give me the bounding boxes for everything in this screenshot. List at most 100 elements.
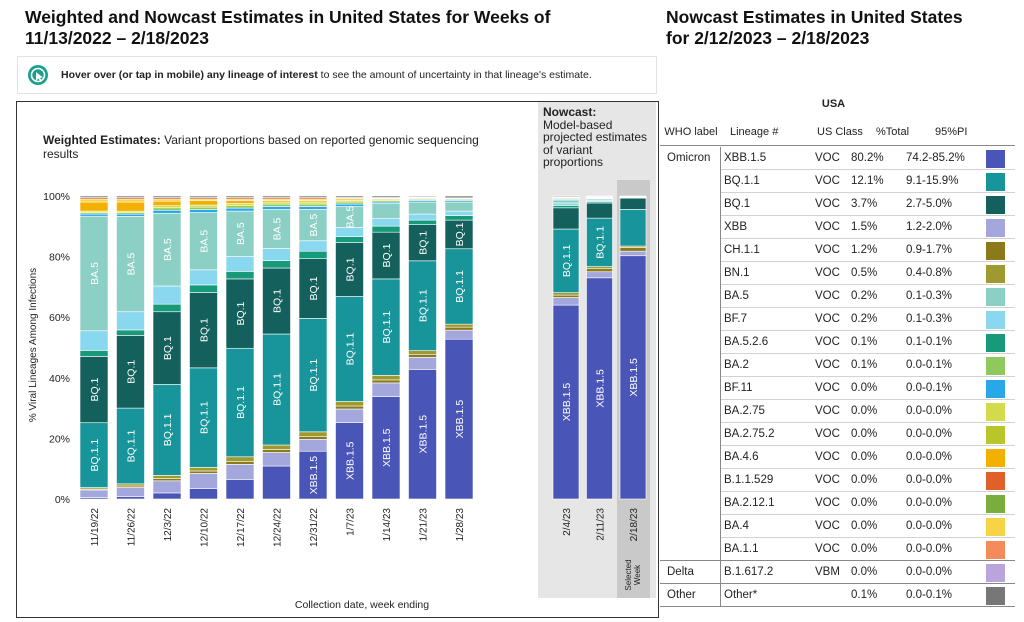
- weighted-bar-segment-BA-5[interactable]: [408, 201, 437, 215]
- weighted-bar-segment-BQ-1[interactable]: [298, 258, 328, 319]
- weighted-bar-segment-BF-7[interactable]: [152, 285, 182, 305]
- weighted-bar-segment-Other[interactable]: [444, 195, 474, 199]
- nowcast-bar-segment-BQ-1-1[interactable]: [619, 209, 647, 247]
- weighted-bar-segment-BA-4-6[interactable]: [116, 201, 145, 212]
- weighted-bar-segment-XBB[interactable]: [116, 487, 145, 497]
- weighted-bar-segment-XBB[interactable]: [189, 473, 218, 489]
- weighted-bar-segment-BA-2-75[interactable]: [225, 203, 255, 206]
- weighted-bar-segment-BQ-1[interactable]: [335, 242, 364, 297]
- weighted-bar-segment-XBB-1-5[interactable]: [189, 488, 218, 500]
- nowcast-bar-segment-XBB-1-5[interactable]: [552, 304, 580, 500]
- weighted-bar-segment-BQ-1-1[interactable]: [116, 407, 145, 485]
- weighted-bar-segment-XBB-1-5[interactable]: [371, 396, 401, 500]
- table-row[interactable]: BF.7 VOC 0.2% 0.1-0.3%: [660, 308, 1015, 331]
- weighted-bar-segment-CH-1-1[interactable]: [262, 449, 291, 453]
- weighted-bar-segment-BA-5-2-6[interactable]: [335, 236, 364, 243]
- weighted-bar-segment-BQ-1-1[interactable]: [335, 296, 364, 402]
- weighted-bar-segment-BA-5[interactable]: [79, 215, 109, 332]
- weighted-bar-segment-XBB-1-5[interactable]: [225, 479, 255, 500]
- table-row[interactable]: BA.2.12.1 VOC 0.0% 0.0-0.0%: [660, 492, 1015, 515]
- weighted-bar-segment-BA-5[interactable]: [116, 216, 145, 313]
- weighted-bar-segment-BN-1[interactable]: [371, 375, 401, 381]
- weighted-bar-segment-CH-1-1[interactable]: [225, 461, 255, 465]
- nowcast-bar-segment-BQ-1-1[interactable]: [552, 228, 580, 293]
- weighted-bar-segment-BQ-1-1[interactable]: [444, 248, 474, 325]
- weighted-bar-segment-Other[interactable]: [116, 195, 145, 198]
- weighted-bar-segment-BA-5[interactable]: [225, 210, 255, 257]
- nowcast-bar-segment-BN-1[interactable]: [552, 292, 580, 296]
- weighted-bar-segment-CH-1-1[interactable]: [371, 379, 401, 384]
- weighted-bar-segment-BF-11[interactable]: [189, 209, 218, 213]
- weighted-bar-segment-BA-2[interactable]: [335, 201, 364, 205]
- weighted-bar-segment-BA-5-2-6[interactable]: [371, 225, 401, 233]
- weighted-bar-segment-BF-11[interactable]: [225, 207, 255, 212]
- weighted-bar-segment-BA-5-2-6[interactable]: [262, 260, 291, 269]
- nowcast-bar-segment-BN-1[interactable]: [586, 266, 613, 270]
- weighted-bar-segment-XBB[interactable]: [408, 356, 437, 370]
- table-row[interactable]: BA.2.75 VOC 0.0% 0.0-0.0%: [660, 400, 1015, 423]
- weighted-bar-segment-BF-7[interactable]: [116, 311, 145, 331]
- weighted-bar-segment-BA-2-75[interactable]: [189, 204, 218, 208]
- weighted-bar-segment-XBB-1-5[interactable]: [116, 496, 145, 500]
- weighted-bar-segment-CH-1-1[interactable]: [189, 470, 218, 474]
- table-row[interactable]: B.1.1.529 VOC 0.0% 0.0-0.0%: [660, 469, 1015, 492]
- weighted-bar-segment-XBB[interactable]: [371, 382, 401, 397]
- nowcast-bar-segment-CH-1-1[interactable]: [586, 268, 613, 273]
- weighted-bar-segment-XBB-1-5[interactable]: [262, 465, 291, 500]
- weighted-bar-segment-Other[interactable]: [152, 195, 182, 198]
- weighted-bar-segment-BF-11[interactable]: [79, 213, 109, 217]
- table-row[interactable]: BN.1 VOC 0.5% 0.4-0.8%: [660, 262, 1015, 285]
- weighted-bar-segment-BN-1[interactable]: [408, 350, 437, 355]
- weighted-bar-segment-XBB-1-5[interactable]: [298, 450, 328, 500]
- weighted-bar-segment-BQ-1[interactable]: [371, 231, 401, 280]
- weighted-bar-segment-BF-7[interactable]: [371, 218, 401, 227]
- weighted-bar-segment-BQ-1[interactable]: [408, 224, 437, 262]
- weighted-bar-segment-XBB-1-5[interactable]: [408, 369, 437, 500]
- weighted-bar-segment-BN-1[interactable]: [225, 456, 255, 462]
- weighted-bar-segment-BF-7[interactable]: [298, 240, 328, 252]
- weighted-bar-segment-BA-2-75[interactable]: [152, 205, 182, 209]
- weighted-bar-segment-BQ-1-1[interactable]: [152, 384, 182, 476]
- nowcast-bar-segment-BA-5-2-6[interactable]: [552, 205, 580, 209]
- weighted-bar-segment-BA-2[interactable]: [152, 207, 182, 211]
- table-row[interactable]: Other Other* 0.1% 0.0-0.1%: [660, 584, 1015, 607]
- weighted-bar-segment-BA-5-2-6[interactable]: [116, 329, 145, 336]
- weighted-bar-segment-Other[interactable]: [225, 195, 255, 198]
- weighted-bar-segment-BA-4-6[interactable]: [225, 200, 255, 204]
- weighted-bar-segment-CH-1-1[interactable]: [335, 405, 364, 410]
- weighted-bar-segment-BF-7[interactable]: [408, 213, 437, 221]
- weighted-bar-segment-BQ-1-1[interactable]: [371, 278, 401, 376]
- weighted-bar-segment-BN-1[interactable]: [262, 444, 291, 450]
- table-row[interactable]: BA.1.1 VOC 0.0% 0.0-0.0%: [660, 538, 1015, 561]
- table-row[interactable]: BA.5.2.6 VOC 0.1% 0.1-0.1%: [660, 331, 1015, 354]
- weighted-bar-segment-BF-11[interactable]: [298, 206, 328, 210]
- weighted-bar-segment-Other[interactable]: [371, 195, 401, 198]
- weighted-bar-segment-Other[interactable]: [298, 195, 328, 198]
- weighted-bar-segment-BA-5-2-6[interactable]: [298, 250, 328, 259]
- nowcast-bar-segment-XBB[interactable]: [619, 250, 647, 257]
- table-row[interactable]: BA.2.75.2 VOC 0.0% 0.0-0.0%: [660, 423, 1015, 446]
- table-row[interactable]: BA.4 VOC 0.0% 0.0-0.0%: [660, 515, 1015, 538]
- weighted-bar-segment-BQ-1-1[interactable]: [79, 422, 109, 488]
- weighted-bar-segment-CH-1-1[interactable]: [152, 478, 182, 482]
- weighted-bar-segment-BF-7[interactable]: [444, 210, 474, 216]
- weighted-bar-segment-CH-1-1[interactable]: [444, 326, 474, 331]
- nowcast-bar-segment-CH-1-1[interactable]: [552, 294, 580, 298]
- weighted-bar-segment-BQ-1-1[interactable]: [262, 333, 291, 446]
- weighted-bar-segment-XBB[interactable]: [262, 452, 291, 467]
- weighted-bar-segment-BA-2[interactable]: [298, 203, 328, 207]
- weighted-bar-segment-XBB[interactable]: [335, 408, 364, 423]
- weighted-bar-segment-BA-4-6[interactable]: [79, 201, 109, 212]
- weighted-bar-segment-Other[interactable]: [189, 195, 218, 198]
- table-row[interactable]: BA.5 VOC 0.2% 0.1-0.3%: [660, 285, 1015, 308]
- nowcast-bar-segment-BQ-1-1[interactable]: [586, 217, 613, 267]
- weighted-bar-segment-XBB[interactable]: [298, 438, 328, 452]
- weighted-bar-segment-BQ-1[interactable]: [79, 356, 109, 424]
- table-row[interactable]: BA.4.6 VOC 0.0% 0.0-0.0%: [660, 446, 1015, 469]
- weighted-bar-segment-BQ-1-1[interactable]: [298, 318, 328, 433]
- weighted-bar-segment-BF-7[interactable]: [79, 330, 109, 351]
- weighted-bar-segment-BA-5-2-6[interactable]: [408, 219, 437, 225]
- weighted-bar-segment-CH-1-1[interactable]: [408, 353, 437, 358]
- weighted-bar-segment-BF-11[interactable]: [116, 213, 145, 217]
- weighted-bar-segment-BA-4[interactable]: [116, 198, 145, 203]
